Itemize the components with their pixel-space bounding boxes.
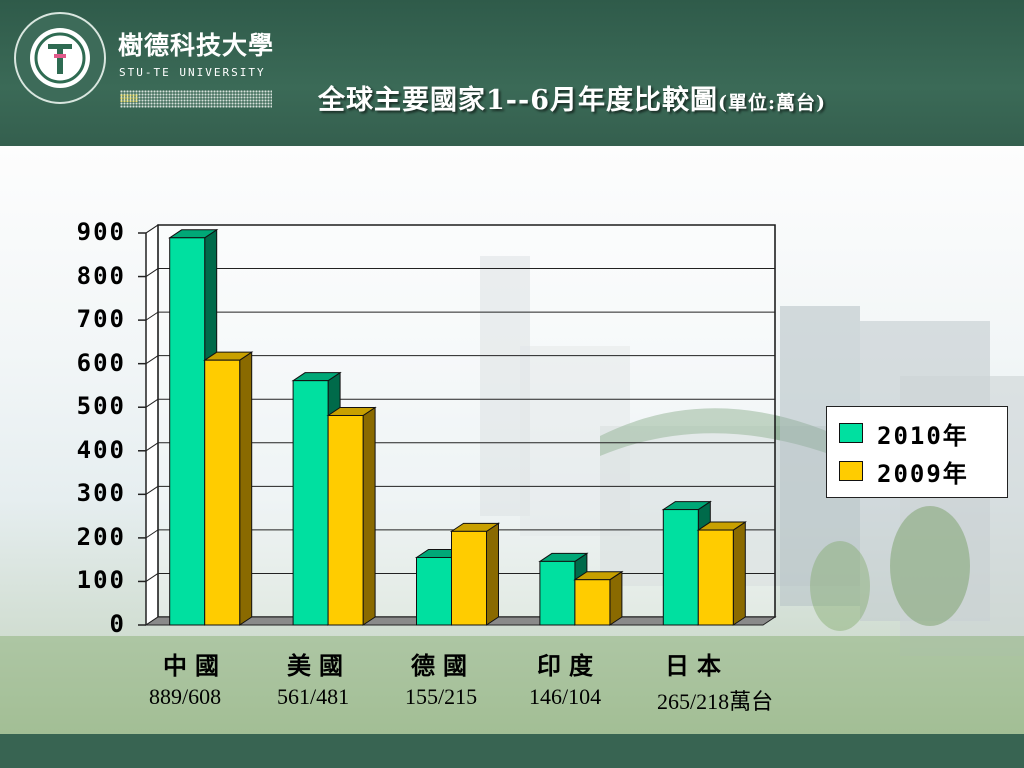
chart-legend: 2010年 2009年 xyxy=(826,406,1008,498)
bar xyxy=(662,509,699,626)
y-tick-label: 600 xyxy=(76,348,126,377)
slide-title-main: 全球主要國家1--6月年度比較圖 xyxy=(318,85,718,116)
logo-emblem xyxy=(30,28,90,88)
y-tick-label: 300 xyxy=(76,479,126,508)
gridline-depth xyxy=(145,224,159,234)
university-logo xyxy=(14,12,106,104)
value-label-germany: 155/215 xyxy=(405,684,478,709)
decorative-dots xyxy=(120,90,272,108)
gridline-depth xyxy=(145,355,159,365)
y-tick-label: 500 xyxy=(76,392,126,421)
bar-side xyxy=(486,522,499,626)
bar xyxy=(327,414,364,626)
slide-title-unit: (單位:萬台) xyxy=(718,92,826,114)
legend-item-2010: 2010年 xyxy=(839,419,969,450)
value-label-india: 146/104 xyxy=(529,684,602,709)
bar xyxy=(574,579,611,626)
value-label-japan-text: 265/218 xyxy=(657,689,730,714)
category-label-usa: 美國 xyxy=(287,651,351,680)
category-label-china: 中國 xyxy=(163,651,227,680)
legend-item-2009: 2009年 xyxy=(839,457,969,488)
header-banner: 樹德科技大學 STU-TE UNIVERSITY 全球主要國家1--6月年度比較… xyxy=(0,0,1024,146)
legend-swatch-2009 xyxy=(839,461,863,481)
slide-title: 全球主要國家1--6月年度比較圖(單位:萬台) xyxy=(318,78,826,117)
gridline-depth xyxy=(145,398,159,408)
bar-side xyxy=(732,521,746,626)
category-label-germany: 德國 xyxy=(411,651,475,680)
bar xyxy=(416,556,452,626)
value-label-japan: 265/218萬台 xyxy=(657,684,773,716)
bar xyxy=(697,529,734,626)
bar xyxy=(451,530,487,626)
y-tick-label: 100 xyxy=(76,566,126,595)
category-label-india: 印度 xyxy=(537,651,601,680)
y-tick-label: 700 xyxy=(76,305,126,334)
gridline-depth xyxy=(145,485,159,495)
plot-side-wall xyxy=(145,224,159,626)
gridline-depth xyxy=(145,573,159,582)
school-name: 樹德科技大學 xyxy=(118,31,275,60)
value-label-usa: 561/481 xyxy=(277,684,350,709)
values-unit-label: 萬台 xyxy=(729,689,774,714)
bar xyxy=(169,237,206,626)
bar xyxy=(292,380,329,626)
decorative-dots-accent xyxy=(120,94,138,102)
legend-label-2010: 2010年 xyxy=(877,421,969,450)
bar-side xyxy=(362,406,376,626)
bar xyxy=(204,359,241,626)
y-tick-label: 900 xyxy=(76,218,126,246)
bar xyxy=(539,560,576,626)
legend-swatch-2010 xyxy=(839,423,863,443)
bar-side xyxy=(609,570,623,626)
y-tick-label: 200 xyxy=(76,522,126,551)
gridline-depth xyxy=(145,268,159,277)
legend-label-2009: 2009年 xyxy=(877,459,969,488)
gridline-depth xyxy=(145,529,159,539)
y-tick-label: 400 xyxy=(76,435,126,464)
footer-bar xyxy=(0,734,1024,768)
school-name-english: STU-TE UNIVERSITY xyxy=(119,66,266,79)
y-tick-label: 800 xyxy=(76,261,126,290)
y-tick-label: 0 xyxy=(109,610,126,638)
bar-side xyxy=(239,351,253,626)
gridline-depth xyxy=(145,311,159,321)
value-label-china: 889/608 xyxy=(149,684,222,709)
category-label-japan: 日本 xyxy=(665,651,729,680)
gridline-depth xyxy=(145,442,159,452)
